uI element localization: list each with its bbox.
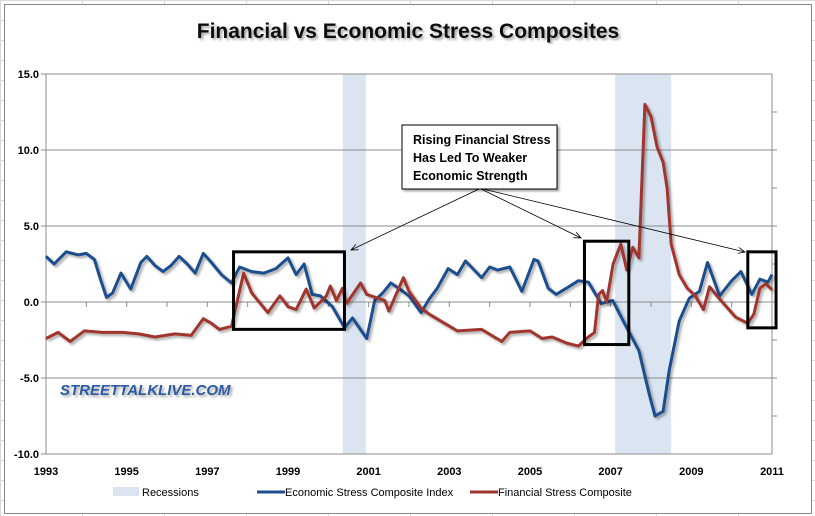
legend-label-recessions: Recessions	[142, 487, 199, 499]
highlight-box	[232, 250, 346, 331]
y-tick-label: 10.0	[18, 145, 39, 157]
callout-arrow	[482, 188, 745, 252]
legend-label-economic: Economic Stress Composite Index	[285, 487, 454, 499]
chart-container[interactable]: Financial vs Economic Stress Composites …	[4, 4, 812, 514]
y-tick-label: 0.0	[24, 297, 39, 309]
x-tick-label: 2009	[679, 466, 703, 478]
x-tick-label: 1997	[195, 466, 219, 478]
y-tick-label: -5.0	[20, 373, 39, 385]
y-tick-label: 15.0	[18, 69, 39, 81]
y-tick-label: -10.0	[14, 449, 39, 461]
chart-title: Financial vs Economic Stress Composites	[197, 20, 619, 43]
callout: Rising Financial Stress Has Led To Weake…	[351, 124, 745, 252]
legend: Recessions Economic Stress Composite Ind…	[113, 487, 632, 499]
highlight-box	[746, 250, 778, 330]
x-tick-label: 2003	[437, 466, 461, 478]
recession-band	[342, 74, 366, 454]
y-tick-label: 5.0	[24, 221, 39, 233]
x-tick-label: 2005	[518, 466, 542, 478]
x-tick-label: 2007	[598, 466, 622, 478]
x-tick-label: 1999	[276, 466, 300, 478]
legend-swatch-recessions	[113, 487, 139, 496]
economic-stress-line	[44, 250, 774, 418]
chart-svg: Financial vs Economic Stress Composites …	[14, 20, 784, 499]
x-tick-label: 1993	[34, 466, 58, 478]
legend-label-financial: Financial Stress Composite	[498, 487, 632, 499]
callout-arrow	[351, 188, 480, 250]
callout-box	[401, 124, 558, 190]
highlight-box	[582, 239, 631, 347]
callout-line: Economic Strength	[413, 169, 528, 183]
x-tick-label: 1995	[114, 466, 138, 478]
financial-stress-line	[45, 102, 774, 348]
callout-line: Has Led To Weaker	[413, 151, 527, 165]
callout-arrow	[480, 188, 581, 238]
x-tick-label: 2001	[356, 466, 380, 478]
watermark: STREETTALKLIVE.COM	[60, 382, 231, 399]
callout-line: Rising Financial Stress	[413, 133, 551, 147]
x-tick-label: 2011	[760, 466, 784, 478]
